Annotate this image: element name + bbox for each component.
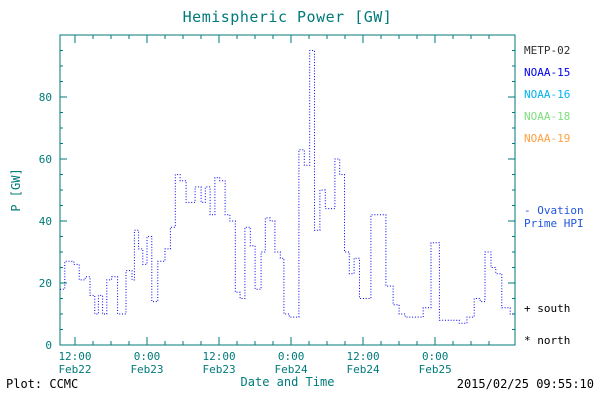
legend: METP-02 NOAA-15 NOAA-16 NOAA-18 NOAA-19 - Ova… — [524, 0, 600, 400]
svg-text:80: 80 — [39, 91, 52, 104]
svg-text:12:00: 12:00 — [347, 350, 380, 363]
legend-satellite-noaa-15: NOAA-15 — [524, 66, 571, 79]
svg-text:Feb23: Feb23 — [130, 363, 163, 376]
axes-box — [59, 34, 516, 346]
x-axis-label: Date and Time — [240, 375, 335, 389]
legend-ovation-prime-hpi: - Ovation Prime HPI — [524, 204, 584, 230]
svg-text:Feb25: Feb25 — [419, 363, 452, 376]
chart-title: Hemispheric Power [GW] — [182, 8, 393, 26]
tick-labels: 02040608012:00Feb220:00Feb2312:00Feb230:… — [39, 91, 452, 376]
svg-text:Feb24: Feb24 — [347, 363, 380, 376]
plot-timestamp: 2015/02/25 09:55:10 — [456, 377, 594, 391]
svg-text:Feb24: Feb24 — [275, 363, 308, 376]
svg-text:20: 20 — [39, 277, 52, 290]
svg-text:0:00: 0:00 — [134, 350, 161, 363]
svg-text:0:00: 0:00 — [278, 350, 305, 363]
legend-marker-south: + south — [524, 302, 571, 315]
svg-text:40: 40 — [39, 215, 52, 228]
legend-satellite-noaa-19: NOAA-19 — [524, 132, 571, 145]
hpi-series-line — [60, 50, 515, 324]
y-axis-label: P [GW] — [9, 168, 23, 212]
legend-satellite-metp-02: METP-02 — [524, 44, 571, 57]
plot-source-label: Plot: CCMC — [6, 377, 79, 391]
svg-text:60: 60 — [39, 153, 52, 166]
svg-text:12:00: 12:00 — [58, 350, 91, 363]
svg-text:Feb22: Feb22 — [58, 363, 91, 376]
legend-marker-north: * north — [524, 334, 571, 347]
svg-text:Feb23: Feb23 — [203, 363, 236, 376]
svg-text:0:00: 0:00 — [422, 350, 449, 363]
svg-text:0: 0 — [45, 339, 52, 352]
legend-satellite-noaa-16: NOAA-16 — [524, 88, 571, 101]
svg-text:12:00: 12:00 — [203, 350, 236, 363]
legend-satellite-noaa-18: NOAA-18 — [524, 110, 571, 123]
